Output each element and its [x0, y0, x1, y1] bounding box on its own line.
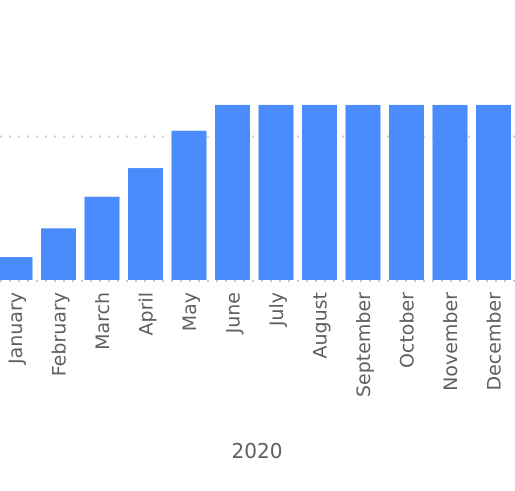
bar-december[interactable]: [476, 104, 511, 281]
bar-august[interactable]: [302, 104, 337, 281]
bars: [0, 104, 511, 281]
bar-march[interactable]: [84, 196, 120, 280]
x-tick-label-october: October: [397, 292, 419, 368]
bar-october[interactable]: [389, 104, 424, 281]
bar-june[interactable]: [215, 104, 250, 281]
x-tick-labels: January February March April May June July Augu…: [5, 292, 506, 397]
x-tick-label-july: July: [266, 292, 288, 327]
bar-may[interactable]: [171, 130, 207, 280]
bar-november[interactable]: [432, 104, 468, 281]
x-tick-label-november: November: [440, 292, 462, 391]
x-tick-label-january: January: [5, 292, 27, 365]
bar-september[interactable]: [345, 104, 381, 281]
x-tick-label-april: April: [136, 292, 158, 335]
x-tick-label-february: February: [49, 292, 71, 376]
x-axis-title: 2020: [232, 439, 283, 463]
x-tick-label-march: March: [92, 292, 114, 350]
x-tick-label-september: September: [353, 292, 375, 397]
bar-july[interactable]: [258, 104, 294, 281]
x-tick-label-may: May: [179, 292, 201, 331]
bar-february[interactable]: [41, 228, 76, 280]
x-tick-label-june: June: [223, 292, 245, 334]
x-tick-label-august: August: [310, 292, 332, 359]
bar-january[interactable]: [0, 257, 33, 280]
x-tick-label-december: December: [484, 292, 506, 391]
bar-april[interactable]: [128, 168, 163, 280]
